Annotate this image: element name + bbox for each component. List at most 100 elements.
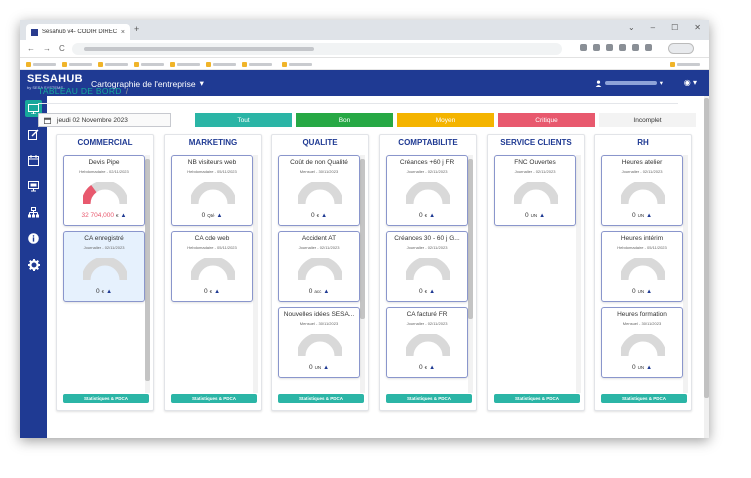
stats-pdca-button[interactable]: Statistiques & PDCA xyxy=(278,394,364,403)
column-comptabilite: COMPTABILITE Créances +60 j FR Journalie… xyxy=(379,134,477,411)
bookmark-item[interactable] xyxy=(206,61,236,67)
profile-button[interactable] xyxy=(668,43,694,54)
extension-icon[interactable] xyxy=(619,44,626,51)
kpi-card[interactable]: Coût de non Qualité Mensuel - 30/11/2023… xyxy=(278,155,360,226)
chevron-down-icon: ▾ xyxy=(199,78,204,88)
bookmark-item[interactable] xyxy=(26,61,56,67)
kpi-card[interactable]: Devis Pipe Hebdomadaire - 02/11/2023 32 … xyxy=(63,155,145,226)
star-icon[interactable] xyxy=(606,44,613,51)
column-scrollbar-thumb[interactable] xyxy=(145,159,150,381)
filter-incomplet[interactable]: Incomplet xyxy=(599,113,696,127)
puzzle-icon[interactable] xyxy=(632,44,639,51)
kpi-unit: UN xyxy=(637,365,645,370)
column-scrollbar[interactable] xyxy=(576,155,581,393)
kpi-value-row: 0 € ▲ xyxy=(279,212,359,219)
column-qualite: QUALITE Coût de non Qualité Mensuel - 30… xyxy=(271,134,369,411)
date-picker[interactable]: jeudi 02 Novembre 2023 xyxy=(38,113,171,127)
url-field[interactable] xyxy=(72,43,562,55)
kpi-card[interactable]: Créances +60 j FR Journalier - 02/11/202… xyxy=(386,155,468,226)
column-scrollbar[interactable] xyxy=(683,155,688,393)
column-scrollbar[interactable] xyxy=(360,155,365,393)
reload-button[interactable]: C xyxy=(59,44,65,53)
kpi-card[interactable]: Heures formation Mensuel - 30/11/2023 0 … xyxy=(601,307,683,378)
filter-moyen[interactable]: Moyen xyxy=(397,113,494,127)
sidepanel-icon[interactable] xyxy=(645,44,652,51)
sidebar-item-settings[interactable] xyxy=(25,256,42,273)
sidebar-item-edit[interactable] xyxy=(25,126,42,143)
bookmark-item[interactable] xyxy=(670,61,700,67)
stats-pdca-button[interactable]: Statistiques & PDCA xyxy=(494,394,580,403)
stats-pdca-button[interactable]: Statistiques & PDCA xyxy=(601,394,687,403)
kpi-frequency: Hebdomadaire - 05/11/2023 xyxy=(187,169,237,174)
user-icon xyxy=(595,79,602,87)
column-service-clients: SERVICE CLIENTS FNC Ouvertes Journalier … xyxy=(487,134,585,411)
user-menu[interactable]: ▾ xyxy=(595,79,663,87)
kpi-card[interactable]: Accident AT Journalier - 02/11/2023 0 ac… xyxy=(278,231,360,302)
kpi-card[interactable]: CA cde web Hebdomadaire - 05/11/2023 0 €… xyxy=(171,231,253,302)
stats-pdca-button[interactable]: Statistiques & PDCA xyxy=(386,394,472,403)
stats-pdca-button[interactable]: Statistiques & PDCA xyxy=(171,394,257,403)
app-header: SESAHUB by SESA SYSTEMS Cartographie de … xyxy=(20,70,709,96)
sidebar-item-monitor[interactable] xyxy=(25,178,42,195)
kpi-frequency: Journalier - 02/11/2023 xyxy=(406,245,448,250)
bookmark-item[interactable] xyxy=(242,61,272,67)
bookmark-item[interactable] xyxy=(282,61,312,67)
kpi-card[interactable]: NB visiteurs web Hebdomadaire - 05/11/20… xyxy=(171,155,253,226)
bookmark-label-redacted xyxy=(177,62,200,66)
breadcrumb-root[interactable]: TABLEAU DE BORD xyxy=(38,86,122,96)
kpi-value: 0 xyxy=(201,212,206,219)
filter-tout[interactable]: Tout xyxy=(195,113,292,127)
logo-sub-text: by SESA SYSTEMS xyxy=(27,85,64,90)
kpi-card[interactable]: Créances 30 - 60 j G... Journalier - 02/… xyxy=(386,231,468,302)
gauge-chart xyxy=(296,180,344,205)
column-scrollbar-thumb[interactable] xyxy=(468,159,473,319)
column-scrollbar[interactable] xyxy=(468,155,473,393)
column-title: RH xyxy=(637,138,649,147)
stats-pdca-button[interactable]: Statistiques & PDCA xyxy=(63,394,149,403)
sidebar-item-calendar[interactable] xyxy=(25,152,42,169)
page-scrollbar-thumb[interactable] xyxy=(704,98,709,398)
sidebar-item-org[interactable] xyxy=(25,204,42,221)
kpi-card[interactable]: CA enregistré Journalier - 02/11/2023 0 … xyxy=(63,231,145,302)
bookmark-item[interactable] xyxy=(134,61,164,67)
tab-search-button[interactable]: ⌄ xyxy=(627,23,635,32)
kpi-gauge xyxy=(619,180,667,212)
sidebar-item-dashboard[interactable] xyxy=(25,100,42,117)
key-icon[interactable] xyxy=(580,44,587,51)
tab-close-icon[interactable]: × xyxy=(120,28,125,36)
bookmark-item[interactable] xyxy=(170,61,200,67)
date-value: jeudi 02 Novembre 2023 xyxy=(57,116,128,124)
forward-button[interactable]: → xyxy=(43,44,51,53)
new-tab-button[interactable]: + xyxy=(134,24,140,34)
gauge-chart xyxy=(81,256,129,281)
address-bar-row: ← → C xyxy=(20,40,709,58)
kpi-card[interactable]: Heures intérim Hebdomadaire - 05/11/2023… xyxy=(601,231,683,302)
bookmark-label-redacted xyxy=(249,62,272,66)
close-window-button[interactable]: ✕ xyxy=(694,23,701,32)
share-icon[interactable] xyxy=(593,44,600,51)
sidebar-item-info[interactable] xyxy=(25,230,42,247)
bookmark-item[interactable] xyxy=(98,61,128,67)
kpi-unit: € xyxy=(424,213,428,218)
kpi-card[interactable]: FNC Ouvertes Journalier - 02/11/2023 0 U… xyxy=(494,155,576,226)
kpi-card[interactable]: CA facturé FR Journalier - 02/11/2023 0 … xyxy=(386,307,468,378)
bookmark-item[interactable] xyxy=(62,61,92,67)
bookmark-label-redacted xyxy=(141,62,164,66)
page-scrollbar[interactable] xyxy=(704,96,709,438)
minimize-button[interactable]: – xyxy=(650,23,656,32)
back-button[interactable]: ← xyxy=(27,44,35,53)
filter-bon[interactable]: Bon xyxy=(296,113,393,127)
filter-critique[interactable]: Critique xyxy=(498,113,595,127)
language-menu[interactable]: ◉ ▾ xyxy=(683,78,697,87)
maximize-button[interactable]: ☐ xyxy=(671,23,679,32)
kpi-card[interactable]: Heures atelier Journalier - 02/11/2023 0… xyxy=(601,155,683,226)
app-title-dropdown[interactable]: Cartographie de l'entreprise ▾ xyxy=(91,78,204,89)
browser-tab[interactable]: Sesahub v4- CODIR DIRECTION × xyxy=(26,24,130,40)
column-title: SERVICE CLIENTS xyxy=(500,138,572,147)
column-scrollbar[interactable] xyxy=(253,155,258,393)
kpi-frequency: Mensuel - 30/11/2023 xyxy=(622,321,662,326)
column-scrollbar[interactable] xyxy=(145,155,150,393)
column-scrollbar-thumb[interactable] xyxy=(360,159,365,319)
kpi-frequency: Journalier - 02/11/2023 xyxy=(406,169,448,174)
kpi-card[interactable]: Nouvelles idées SESA... Mensuel - 30/11/… xyxy=(278,307,360,378)
